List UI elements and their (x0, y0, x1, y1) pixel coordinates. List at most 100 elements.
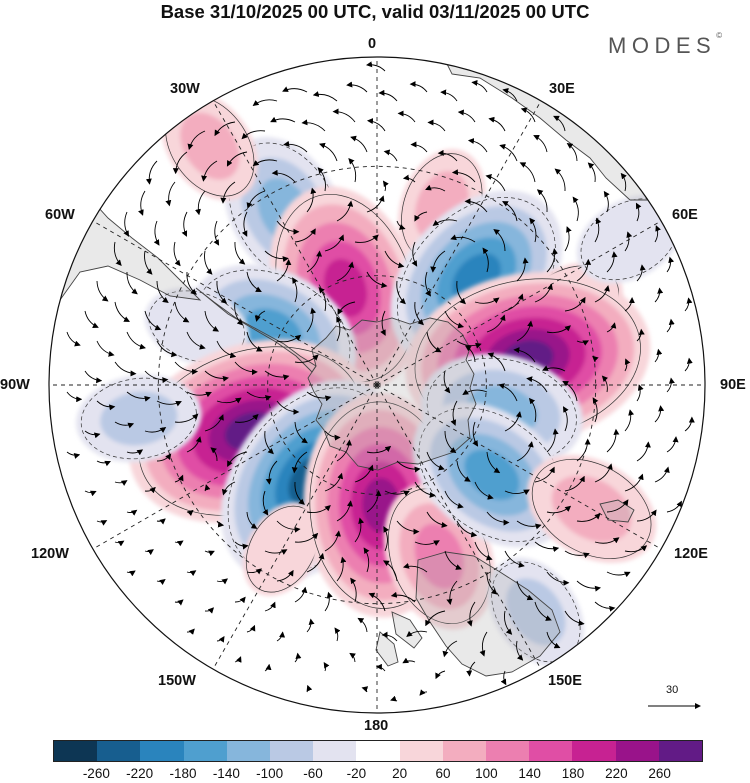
wind-vector (337, 301, 356, 316)
wind-vector (564, 226, 572, 252)
wind-vector (466, 601, 476, 627)
wind-vector (144, 310, 162, 331)
wind-vector (493, 229, 506, 252)
colorbar-tick-label: -100 (256, 766, 284, 781)
wind-vector (234, 241, 246, 265)
wind-vector (336, 500, 353, 522)
wind-vector (354, 464, 374, 483)
wind-vector (366, 271, 388, 289)
wind-vector (246, 511, 258, 529)
wind-vector (390, 695, 398, 702)
wind-vector (126, 449, 144, 456)
wind-vector (214, 121, 236, 137)
wind-vector (220, 181, 236, 204)
meridian-line (376, 384, 542, 670)
wind-vector (153, 220, 160, 246)
wind-vector (213, 220, 220, 246)
wind-vector (264, 601, 276, 612)
wind-vector (414, 481, 436, 498)
wind-vector (361, 686, 369, 693)
wind-vector (450, 234, 476, 243)
wind-vector (636, 264, 646, 282)
wind-vector (291, 451, 308, 474)
wind-vector (294, 228, 316, 243)
colorbar-swatch (658, 741, 703, 761)
wind-vector (365, 61, 386, 72)
wind-vector (276, 520, 301, 533)
wind-vector (519, 162, 536, 183)
wind-vector (504, 489, 530, 496)
anomaly-center (383, 482, 495, 630)
colorbar-tick-label: -180 (169, 766, 197, 781)
wind-vector (446, 580, 458, 606)
wind-vector (84, 310, 99, 328)
wind-vector (486, 451, 501, 474)
wind-vector (383, 526, 389, 552)
wind-vector (479, 631, 488, 657)
wind-vector (587, 162, 596, 183)
wind-vector (264, 430, 274, 455)
wind-vector (317, 167, 326, 192)
wind-vector (406, 630, 428, 637)
lon-label-120e: 120E (674, 546, 708, 562)
wind-vector (426, 331, 442, 353)
wind-vector (174, 474, 184, 483)
wind-vector (384, 490, 410, 497)
wind-vector (576, 438, 591, 462)
wind-vector (221, 481, 236, 496)
wind-vector (306, 504, 331, 514)
wind-vector (378, 89, 398, 102)
colorbar-swatch (486, 741, 530, 761)
wind-vector (216, 636, 225, 643)
wind-vector (636, 509, 657, 522)
wind-vector (283, 140, 308, 153)
wind-vector (306, 187, 317, 213)
wind-vector (276, 220, 300, 235)
wind-vector (226, 151, 248, 167)
wind-vector (383, 149, 398, 162)
wind-vector (419, 689, 428, 696)
wind-vector (456, 520, 478, 538)
wind-vector (318, 286, 327, 312)
wind-vector (553, 115, 566, 132)
wind-vector (409, 81, 428, 93)
lon-label-60e: 60E (672, 207, 698, 223)
wind-vector (346, 81, 368, 93)
wind-vector (414, 540, 440, 546)
wind-vector (528, 397, 537, 423)
wind-vector (349, 652, 356, 663)
wind-vector (533, 135, 548, 153)
wind-vector (554, 168, 566, 192)
wind-vector (601, 375, 609, 393)
lon-label-150e: 150E (548, 673, 582, 689)
wind-vector (204, 370, 229, 382)
wind-vector (246, 624, 256, 633)
wind-vector (576, 258, 592, 282)
wind-vector (144, 370, 169, 384)
wind-vector (390, 591, 416, 603)
wind-vector (472, 421, 479, 447)
anomaly-contour-line (491, 561, 581, 663)
anomaly-contour-fill (100, 391, 178, 446)
wind-vector (187, 130, 206, 151)
wind-vector (396, 520, 420, 535)
wind-vector (624, 231, 633, 252)
wind-vector (294, 532, 319, 543)
wind-vector (546, 505, 572, 514)
wind-vector (564, 610, 585, 627)
wind-vector (624, 358, 631, 372)
wind-vector (426, 451, 445, 471)
anomaly-contour-fill (506, 578, 566, 646)
colorbar-tick-label: 60 (435, 766, 451, 781)
wind-vector (666, 500, 682, 513)
wind-vector (96, 400, 116, 411)
wind-vector (666, 377, 675, 393)
wind-vector (366, 489, 382, 513)
wind-vector (435, 670, 446, 680)
wind-vector (375, 663, 386, 672)
colorbar-swatch (226, 741, 271, 761)
wind-vector (464, 345, 476, 363)
lon-label-30w: 30W (170, 81, 200, 97)
wind-vector (156, 579, 166, 586)
height-anomaly-field (76, 91, 683, 667)
